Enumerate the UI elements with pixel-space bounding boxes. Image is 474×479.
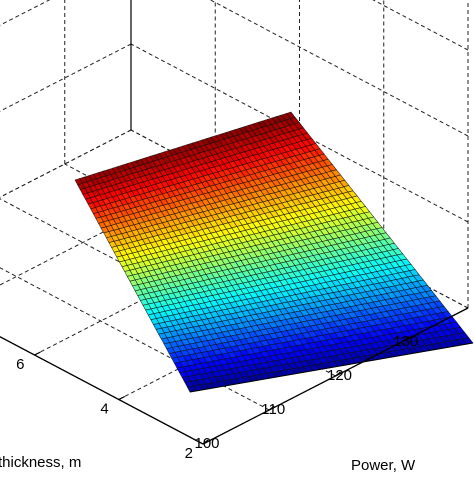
back-wall-horizontal <box>0 0 51 26</box>
back-wall-horizontal <box>0 0 131 8</box>
x-tick <box>335 371 341 377</box>
x-tick-label: 130 <box>393 333 418 350</box>
y-tick-label: 6 <box>16 356 24 373</box>
surface-layer <box>74 111 474 393</box>
x-tick <box>401 337 408 343</box>
y-axis-title: thickness, m <box>0 454 81 471</box>
y-tick <box>118 395 126 401</box>
x-tick-label: 100 <box>194 435 219 452</box>
x-tick-label: 120 <box>327 367 352 384</box>
x-axis-title: Power, W <box>351 457 416 474</box>
x-tick <box>268 405 275 411</box>
x-tick-label: 110 <box>261 401 285 418</box>
label-layer: Power, W thickness, m <box>0 454 416 474</box>
back-wall-horizontal <box>0 43 132 112</box>
y-tick-label: 4 <box>100 401 108 418</box>
y-tick <box>34 351 41 356</box>
axis-layer: 1001101201302468 <box>0 307 469 462</box>
back-wall-horizontal <box>0 129 132 198</box>
y-tick-label: 2 <box>185 445 193 462</box>
y-tick <box>202 440 210 445</box>
side-wall-horizontal <box>209 0 469 137</box>
surface-front-edge <box>189 342 474 393</box>
side-wall-horizontal <box>372 0 469 51</box>
